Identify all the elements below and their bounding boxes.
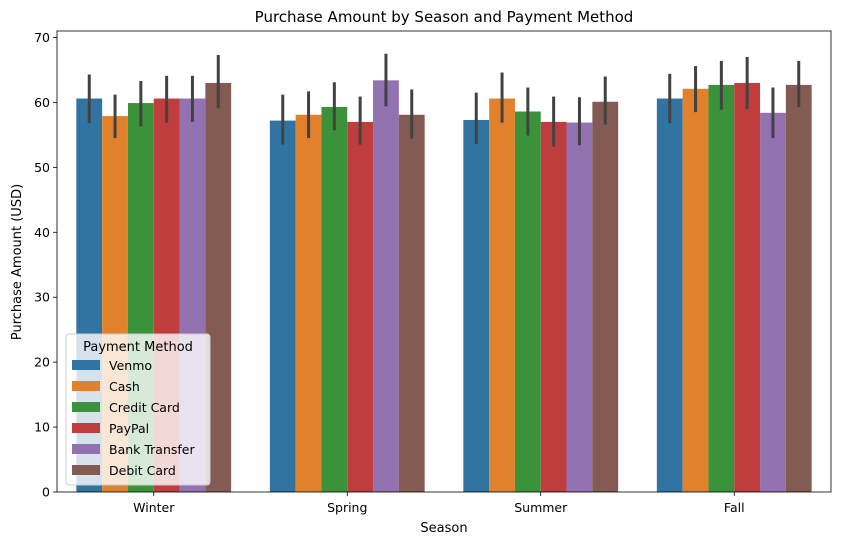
bar-debit-card-summer: [592, 101, 619, 493]
legend-label: Cash: [109, 379, 140, 394]
x-tick-label: Summer: [514, 500, 568, 515]
plot-frame: [56, 30, 832, 493]
legend-swatch: [72, 444, 100, 454]
legend-swatch: [72, 381, 100, 391]
x-axis-label: Season: [420, 521, 467, 536]
y-tick-label: 30: [34, 290, 50, 305]
legend-label: Bank Transfer: [109, 442, 195, 457]
y-tick-label: 50: [34, 160, 50, 175]
legend-label: PayPal: [109, 421, 149, 436]
legend-swatch: [72, 465, 100, 475]
bar-debit-card-fall: [785, 84, 812, 492]
bar-cash-spring: [295, 114, 322, 492]
legend-title: Payment Method: [83, 340, 193, 355]
bar-paypal-summer: [540, 121, 567, 493]
x-tick-label: Spring: [327, 500, 367, 515]
bar-bank-transfer-spring: [373, 80, 399, 492]
chart-title: Purchase Amount by Season and Payment Me…: [255, 8, 634, 26]
bar-cash-fall: [682, 88, 709, 492]
bar-credit-card-fall: [708, 84, 735, 492]
bar-paypal-fall: [734, 82, 761, 492]
bar-credit-card-summer: [514, 111, 541, 492]
bar-venmo-fall: [656, 98, 683, 492]
legend-box: [65, 333, 211, 486]
y-tick-label: 10: [34, 420, 50, 435]
bar-bank-transfer-summer: [566, 122, 593, 493]
error-bars-layer: [87, 53, 801, 147]
legend-swatch: [72, 423, 100, 433]
bar-paypal-spring: [347, 121, 374, 493]
bar-debit-card-spring: [398, 114, 425, 492]
x-tick-label: Fall: [724, 500, 745, 515]
legend-label: Venmo: [109, 358, 152, 373]
bar-cash-summer: [489, 98, 515, 492]
y-tick-label: 20: [34, 355, 50, 370]
y-axis-label: Purchase Amount (USD): [10, 184, 25, 340]
y-axis: 0 10 20 30 40 50 60 70: [34, 30, 57, 500]
x-axis: Winter Spring Summer Fall: [133, 492, 745, 515]
y-tick-label: 60: [34, 95, 50, 110]
bar-venmo-summer: [463, 119, 490, 492]
legend-swatch: [72, 360, 100, 370]
legend-label: Debit Card: [109, 463, 176, 478]
x-tick-label: Winter: [133, 500, 175, 515]
legend-items: Venmo Cash Credit Card PayPal Bank Transfer D…: [72, 358, 195, 478]
y-tick-label: 0: [42, 485, 50, 500]
bar-bank-transfer-fall: [760, 112, 786, 492]
y-tick-label: 40: [34, 225, 50, 240]
legend-swatch: [72, 402, 100, 412]
legend: Payment Method Venmo Cash Credit Card PayPa…: [65, 333, 211, 486]
bar-credit-card-spring: [321, 106, 348, 492]
legend-label: Credit Card: [109, 400, 180, 415]
bar-venmo-spring: [269, 120, 296, 492]
y-tick-label: 70: [34, 30, 50, 45]
